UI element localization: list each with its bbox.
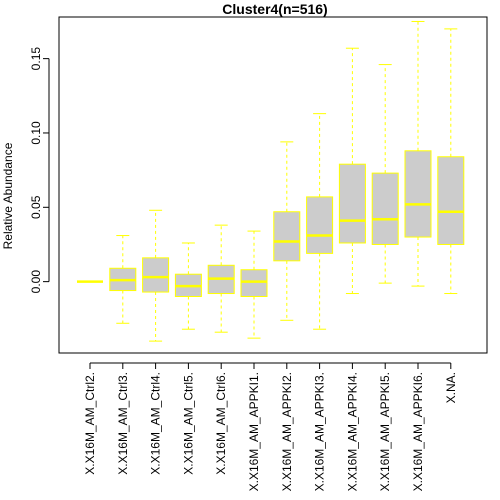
iqr-box xyxy=(437,156,465,245)
iqr-box xyxy=(306,196,334,254)
x-tick-label: X.X16M_AM_Ctrl4. xyxy=(149,372,163,475)
x-tick-label: X.X16M_AM_APPKI3. xyxy=(313,372,327,491)
x-tick-label: X.X16M_AM_Ctrl6. xyxy=(214,372,228,475)
y-tick-label: 0.05 xyxy=(29,195,43,219)
x-tick-label: X.X16M_AM_Ctrl3. xyxy=(116,372,130,475)
box-8 xyxy=(306,113,334,330)
box-6 xyxy=(240,230,268,339)
iqr-box xyxy=(240,269,268,298)
x-tick-label: X.X16M_AM_APPKI4. xyxy=(345,372,359,491)
y-tick-label: 0.00 xyxy=(29,270,43,294)
plot-frame xyxy=(58,16,488,354)
box-7 xyxy=(273,141,301,321)
box-4 xyxy=(174,242,202,330)
x-tick-label: X.X16M_AM_APPKI5. xyxy=(378,372,392,491)
iqr-box xyxy=(404,150,432,238)
box-12 xyxy=(437,28,465,295)
iqr-box xyxy=(142,257,170,293)
x-axis: X.X16M_AM_Ctrl2. X.X16M_AM_Ctrl3. X.X16M_A… xyxy=(83,362,458,491)
x-tick-label: X.X16M_AM_APPKI2. xyxy=(280,372,294,491)
x-tick-label: X.X16M_AM_APPKI6. xyxy=(411,372,425,491)
x-tick-label: X.NA. xyxy=(444,372,458,403)
x-tick-label: X.X16M_AM_APPKI1. xyxy=(247,372,261,491)
x-tick-label: X.X16M_AM_Ctrl2. xyxy=(83,372,97,475)
x-tick-label: X.X16M_AM_Ctrl5. xyxy=(181,372,195,475)
y-tick-label: 0.10 xyxy=(29,121,43,145)
iqr-box xyxy=(273,211,301,262)
box-3 xyxy=(142,209,170,342)
box-5 xyxy=(207,224,235,333)
boxes xyxy=(77,20,465,342)
y-axis-label: Relative Abundance xyxy=(1,142,15,249)
box-9 xyxy=(338,47,366,295)
y-axis: 0.00 0.05 0.10 0.15 xyxy=(29,47,50,294)
y-tick-label: 0.15 xyxy=(29,47,43,71)
iqr-box xyxy=(338,163,366,244)
box-11 xyxy=(404,20,432,287)
box-10 xyxy=(371,64,399,284)
chart-title: Cluster4(n=516) xyxy=(222,1,327,17)
box-2 xyxy=(109,235,137,324)
iqr-box xyxy=(371,172,399,245)
